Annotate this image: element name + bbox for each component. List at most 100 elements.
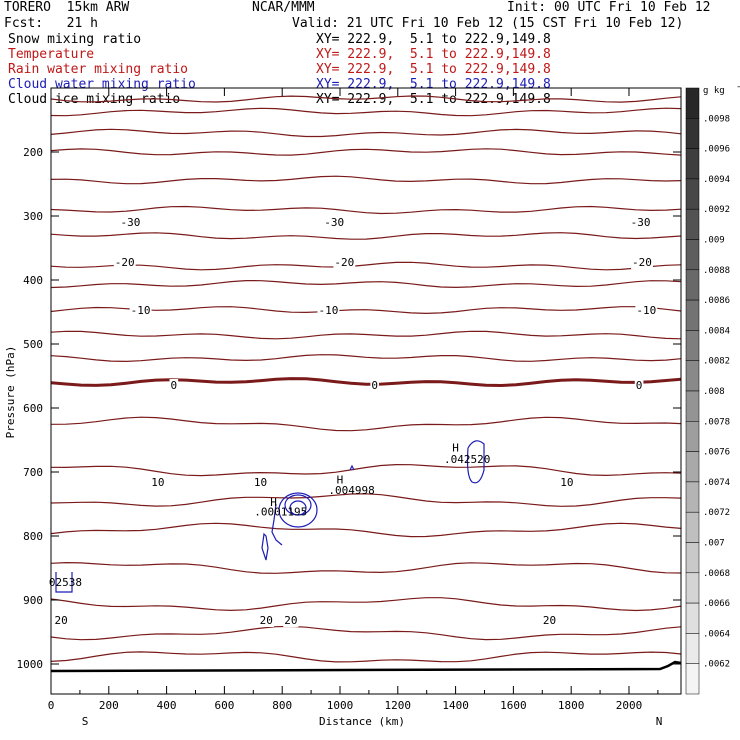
y-tick-label: 700 <box>23 466 43 479</box>
colorbar-label: .0078 <box>703 417 730 427</box>
contour-label: -10 <box>131 304 151 317</box>
isotherm-0 <box>50 377 682 388</box>
init-time: Init: 00 UTC Fri 10 Feb 12 <box>507 0 711 15</box>
contour-label: 10 <box>151 476 164 489</box>
y-tick-label: 800 <box>23 530 43 543</box>
isotherm--60 <box>50 95 682 103</box>
colorbar-label: .0076 <box>703 448 730 458</box>
field-name-temperature: Temperature <box>8 47 95 62</box>
x-axis-label: Distance (km) <box>319 715 405 728</box>
colorbar-label: .0082 <box>703 357 730 367</box>
y-tick-label: 1000 <box>17 658 44 671</box>
contour-label: 20 <box>543 614 556 627</box>
contour-label: 10 <box>560 476 573 489</box>
contour-label: 20 <box>54 614 67 627</box>
colorbar-label: .0094 <box>703 175 730 185</box>
x-tick-label: 1400 <box>442 699 469 712</box>
contour-label: 0 <box>171 379 178 392</box>
y-tick-label: 500 <box>23 338 43 351</box>
colorbar-label: .008 <box>703 387 725 397</box>
isotherm--15 <box>50 306 682 315</box>
isotherm--55 <box>50 107 682 117</box>
x-axis-right-end-label: N <box>656 715 663 728</box>
field-xy-cloud-ice: XY= 222.9, 5.1 to 222.9,149.8 <box>316 92 551 107</box>
contour-label: -20 <box>334 256 354 269</box>
cloud-water-contour <box>289 500 307 516</box>
field-xy-rain: XY= 222.9, 5.1 to 222.9,149.8 <box>316 62 551 77</box>
model-title: TORERO 15km ARW <box>4 0 130 15</box>
cloud-water-contour <box>271 503 283 546</box>
isotherm--40 <box>50 175 682 185</box>
colorbar-label: .0084 <box>703 326 730 336</box>
colorbar-label: .007 <box>703 539 725 549</box>
contour-label: 0 <box>371 379 378 392</box>
contour-label: -20 <box>632 256 652 269</box>
isotherm-10 <box>50 463 682 477</box>
x-tick-label: 1600 <box>500 699 527 712</box>
maximum-value: .0001195 <box>254 506 307 519</box>
colorbar-label: .0098 <box>703 114 730 124</box>
isotherm--5 <box>50 354 682 363</box>
field-name-snow: Snow mixing ratio <box>8 32 142 47</box>
x-tick-label: 600 <box>214 699 234 712</box>
contour-label: -30 <box>631 216 651 229</box>
colorbar-label: .009 <box>703 236 725 246</box>
cloud-water-contour <box>55 572 73 593</box>
maximum-marker: H <box>452 442 459 455</box>
y-tick-label: 300 <box>23 210 43 223</box>
plot-frame <box>50 87 682 695</box>
contour-label: -20 <box>115 256 135 269</box>
colorbar-label: .0092 <box>703 205 730 215</box>
x-tick-label: 1800 <box>558 699 585 712</box>
isotherm-40 <box>50 651 682 663</box>
x-tick-label: 400 <box>157 699 177 712</box>
isotherm--25 <box>50 261 682 271</box>
valid-time: Valid: 21 UTC Fri 10 Feb 12 (15 CST Fri … <box>292 16 684 31</box>
maximum-value: .042520 <box>444 453 490 466</box>
colorbar-label: .0068 <box>703 569 730 579</box>
colorbar-label: .0062 <box>703 660 730 670</box>
y-axis-label: Pressure (hPa) <box>4 346 17 439</box>
contour-label: 20 <box>284 614 297 627</box>
cloud-water-contour <box>466 440 485 484</box>
isotherm-25 <box>50 561 682 574</box>
isotherm-20 <box>50 522 682 538</box>
isotherm--10 <box>50 330 682 340</box>
temperature-contours <box>50 95 682 663</box>
isotherm-5 <box>50 416 682 432</box>
colorbar: .0098 .0096 .0094 .0092 .009 .0088 .0086 .0084.… <box>685 82 740 695</box>
cloud-water-contour <box>278 492 318 528</box>
cloud-water-contours <box>55 440 485 593</box>
contour-label: -10 <box>636 304 656 317</box>
field-name-rain: Rain water mixing ratio <box>8 62 189 77</box>
contour-label: 0 <box>636 379 643 392</box>
colorbar-unit: g kg <box>703 86 725 96</box>
isotherm-15 <box>50 493 682 507</box>
colorbar-unit-exponent: -1 <box>736 82 740 92</box>
colorbar-label: .0072 <box>703 508 730 518</box>
colorbar-label: .0096 <box>703 145 730 155</box>
cloud-water-contour <box>261 532 269 561</box>
contour-label: 20 <box>260 614 273 627</box>
maximum-value: .004998 <box>328 484 374 497</box>
x-tick-label: 1000 <box>327 699 354 712</box>
maximum-marker: H <box>270 496 277 509</box>
x-tick-label: 2000 <box>616 699 643 712</box>
maximum-value: 02538 <box>49 576 82 589</box>
forecast-hour: Fcst: 21 h <box>4 16 98 31</box>
contour-label: -10 <box>318 304 338 317</box>
colorbar-label: .0086 <box>703 296 730 306</box>
ground-line <box>50 660 682 673</box>
x-tick-label: 200 <box>99 699 119 712</box>
org-label: NCAR/MMM <box>252 0 315 15</box>
field-xy-snow: XY= 222.9, 5.1 to 222.9,149.8 <box>316 32 551 47</box>
y-tick-label: 400 <box>23 274 43 287</box>
isotherm--30 <box>50 232 682 240</box>
isotherm-35 <box>50 625 682 641</box>
contour-label: 10 <box>254 476 267 489</box>
contour-label: -30 <box>121 216 141 229</box>
y-tick-label: 900 <box>23 594 43 607</box>
